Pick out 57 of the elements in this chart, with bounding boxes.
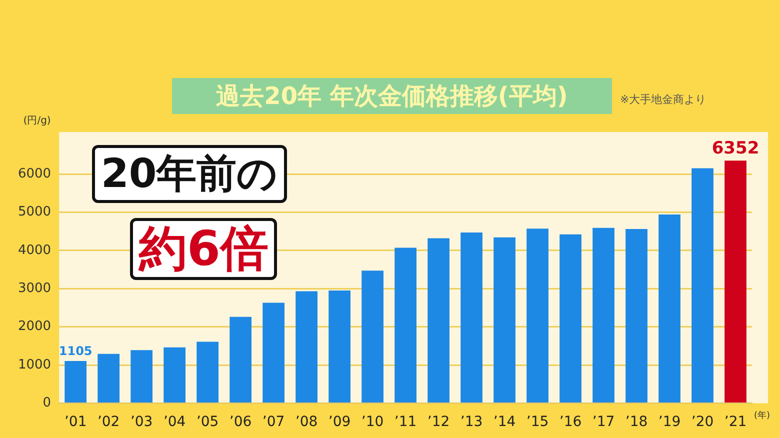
- x-tick-label: ’04: [163, 414, 186, 430]
- x-tick-label: ’05: [196, 414, 219, 430]
- bar: [394, 248, 416, 402]
- x-tick-label: ’02: [97, 414, 120, 430]
- bar: [328, 290, 350, 402]
- y-tick-label: 1000: [18, 357, 52, 372]
- bar: [362, 270, 384, 402]
- x-tick-label: ’21: [724, 414, 747, 430]
- x-tick-label: ’12: [427, 414, 450, 430]
- bar: [526, 228, 548, 402]
- y-tick-label: 6000: [18, 166, 52, 182]
- text: ※大手地金商より: [620, 92, 706, 107]
- bar: [494, 237, 516, 402]
- y-tick-label: 5000: [18, 204, 52, 220]
- x-tick-label: ’09: [328, 414, 351, 430]
- bar: [560, 234, 582, 402]
- x-tick-label: ’13: [460, 414, 483, 430]
- x-tick-label: ’10: [361, 414, 384, 430]
- annotation: 20年前の: [92, 145, 287, 203]
- data-label: 1105: [58, 344, 92, 358]
- bar: [230, 316, 252, 402]
- y-tick-label: 2000: [18, 319, 52, 334]
- bar: [130, 350, 153, 402]
- x-tick-label: ’20: [691, 414, 714, 430]
- y-tick-label: 4000: [18, 242, 52, 258]
- annotation: 約6倍: [130, 218, 278, 280]
- bar: [428, 238, 450, 402]
- y-tick-label: 0: [42, 396, 52, 411]
- bar: [724, 160, 746, 402]
- y-tick-label: 3000: [18, 280, 52, 296]
- x-tick-label: ’17: [592, 414, 615, 430]
- x-axis-title: (年): [754, 410, 770, 422]
- x-tick-label: ’07: [262, 414, 285, 430]
- x-tick-label: ’16: [559, 414, 582, 430]
- bar: [592, 228, 614, 402]
- bar: [692, 168, 714, 402]
- x-tick-label: ’18: [625, 414, 648, 430]
- chart-title: 過去20年 年次金価格推移(平均): [172, 78, 612, 114]
- x-tick-label: ’14: [493, 414, 516, 430]
- bar: [64, 360, 87, 402]
- y-axis-title: (円/g): [23, 116, 51, 127]
- bar: [460, 232, 482, 402]
- x-tick-label: ’01: [64, 414, 87, 430]
- x-tick-label: ’06: [229, 414, 252, 430]
- x-tick-label: ’08: [295, 414, 318, 430]
- data-label: 6352: [712, 138, 760, 158]
- bar: [296, 291, 318, 402]
- bar: [262, 302, 284, 402]
- bar: [196, 342, 219, 402]
- bar: [658, 214, 680, 402]
- x-tick-label: ’11: [394, 414, 417, 430]
- x-tick-label: ’03: [130, 414, 153, 430]
- x-tick-label: ’19: [658, 414, 681, 430]
- x-tick-label: ’15: [526, 414, 549, 430]
- bar: [164, 347, 186, 402]
- bar: [626, 229, 648, 402]
- bar: [98, 354, 120, 402]
